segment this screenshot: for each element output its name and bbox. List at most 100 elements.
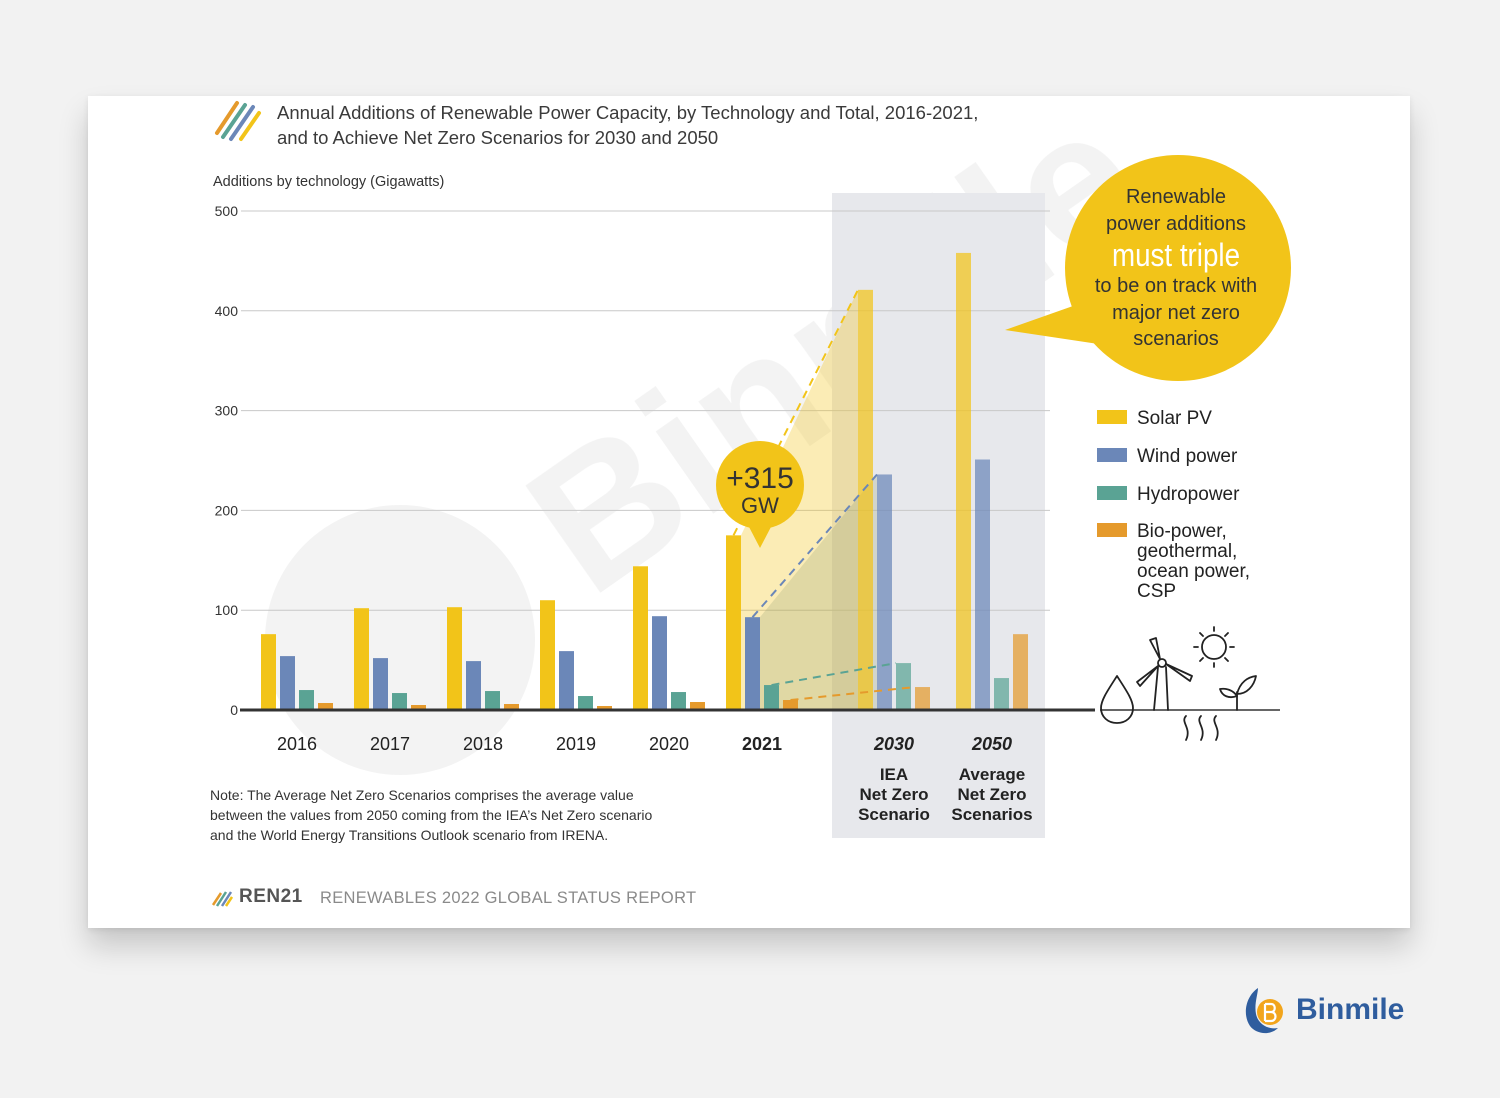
y-ticks: 0 100 200 300 400 500	[215, 203, 239, 718]
legend-label: Hydropower	[1137, 484, 1240, 505]
legend-swatch	[1097, 523, 1127, 537]
x-tick-label: 2021	[742, 734, 782, 754]
bar-bio-power-2017	[411, 705, 426, 710]
bar-hydropower-2020	[671, 692, 686, 710]
callout-line-4: major net zero	[1112, 302, 1240, 324]
legend-swatch	[1097, 486, 1127, 500]
bar-wind-2050	[975, 459, 990, 710]
ren21-title-logo-icon	[215, 101, 261, 141]
y-tick-label: 300	[215, 403, 239, 419]
x-tick-sublabel: Scenario	[858, 805, 930, 824]
legend-label: Solar PV	[1137, 408, 1212, 429]
bar-wind-2016	[280, 656, 295, 710]
bar-hydropower-2030	[896, 663, 911, 710]
binmile-brand-name: Binmile	[1296, 993, 1405, 1026]
x-tick-sublabel: IEA	[880, 765, 908, 784]
bar-bio-power-2021	[783, 700, 798, 710]
bar-solar-2018	[447, 607, 462, 710]
x-tick-label: 2050	[971, 734, 1012, 754]
callout-line-2: power additions	[1106, 213, 1246, 235]
chart-title-line-2: and to Achieve Net Zero Scenarios for 20…	[277, 127, 719, 148]
bar-wind-2017	[373, 658, 388, 710]
callout-line-5: scenarios	[1133, 328, 1219, 350]
bar-hydropower-2050	[994, 678, 1009, 710]
chart-note: Note: The Average Net Zero Scenarios com…	[210, 785, 730, 845]
y-tick-label: 500	[215, 203, 239, 219]
x-tick-label: 2019	[556, 734, 596, 754]
x-tick-label: 2018	[463, 734, 503, 754]
bar-solar-2050	[956, 252, 971, 710]
bar-solar-2021	[726, 535, 741, 710]
bars	[261, 252, 1028, 710]
bar-hydropower-2017	[392, 693, 407, 710]
chart-note-line-2: between the values from 2050 coming from…	[210, 807, 653, 823]
bar-solar-2020	[633, 566, 648, 710]
callout-line-3: to be on track with	[1095, 275, 1257, 297]
bar-bio-power-2050	[1013, 634, 1028, 710]
binmile-logo-icon	[1245, 988, 1283, 1034]
legend-swatch	[1097, 410, 1127, 424]
trend-line	[790, 686, 916, 702]
x-tick-sublabel: Scenarios	[951, 805, 1032, 824]
bar-bio-power-2030	[915, 687, 930, 710]
bar-bio-power-2020	[690, 702, 705, 710]
x-tick-sublabel: Net Zero	[958, 785, 1027, 804]
x-tick-label: 2020	[649, 734, 689, 754]
bar-solar-2017	[354, 608, 369, 710]
bar-bio-power-2016	[318, 703, 333, 710]
legend-label: ocean power,	[1137, 561, 1250, 582]
growth-badge-unit: GW	[741, 493, 779, 518]
y-tick-label: 0	[230, 702, 238, 718]
bar-solar-2019	[540, 600, 555, 710]
callout-line-1: Renewable	[1126, 186, 1226, 208]
legend-label: Wind power	[1137, 446, 1238, 467]
heat-waves-icon	[1183, 715, 1219, 741]
renewables-illustration	[1100, 626, 1257, 741]
bar-wind-2021	[745, 617, 760, 710]
footer-org: REN21	[239, 886, 303, 907]
x-tick-label: 2017	[370, 734, 410, 754]
ren21-logo-icon	[211, 891, 233, 907]
bar-bio-power-2018	[504, 704, 519, 710]
chart-note-line-1: Note: The Average Net Zero Scenarios com…	[210, 787, 634, 803]
chart-title-line-1: Annual Additions of Renewable Power Capa…	[277, 102, 979, 123]
wind-growth-area	[760, 474, 877, 710]
legend-swatch	[1097, 448, 1127, 462]
growth-badge: +315 GW	[716, 441, 804, 548]
bar-wind-2030	[877, 474, 892, 710]
plant-icon	[1219, 675, 1257, 711]
legend-label: geothermal,	[1137, 541, 1237, 562]
x-tick-sublabel: Average	[959, 765, 1025, 784]
growth-badge-value: +315	[726, 462, 794, 495]
x-tick-sublabel: Net Zero	[860, 785, 929, 804]
legend-label: CSP	[1137, 581, 1176, 602]
bar-hydropower-2021	[764, 685, 779, 710]
callout-bubble: Renewable power additions must triple to…	[1005, 155, 1291, 381]
x-tick-label: 2030	[873, 734, 914, 754]
bar-hydropower-2016	[299, 690, 314, 710]
wind-turbine-icon	[1136, 637, 1193, 711]
bar-wind-2020	[652, 616, 667, 710]
bar-bio-power-2019	[597, 706, 612, 710]
y-tick-label: 200	[215, 502, 239, 518]
callout-emphasis: must triple	[1112, 237, 1240, 273]
bar-solar-2016	[261, 634, 276, 710]
bar-wind-2018	[466, 661, 481, 710]
bar-wind-2019	[559, 651, 574, 710]
bar-hydropower-2018	[485, 691, 500, 710]
legend-label: Bio-power,	[1137, 521, 1227, 542]
bar-hydropower-2019	[578, 696, 593, 710]
water-drop-icon	[1100, 675, 1134, 724]
legend: Solar PV Wind power Hydropower Bio-power,ge…	[1097, 408, 1250, 602]
footer-report-title: RENEWABLES 2022 GLOBAL STATUS REPORT	[320, 889, 697, 907]
x-tick-label: 2016	[277, 734, 317, 754]
bar-solar-2030	[858, 289, 873, 710]
trend-line	[771, 662, 897, 687]
y-axis-label: Additions by technology (Gigawatts)	[213, 174, 445, 190]
chart-title: Annual Additions of Renewable Power Capa…	[277, 100, 1057, 150]
trend-line	[751, 473, 878, 618]
y-tick-label: 100	[215, 602, 239, 618]
y-tick-label: 400	[215, 303, 239, 319]
